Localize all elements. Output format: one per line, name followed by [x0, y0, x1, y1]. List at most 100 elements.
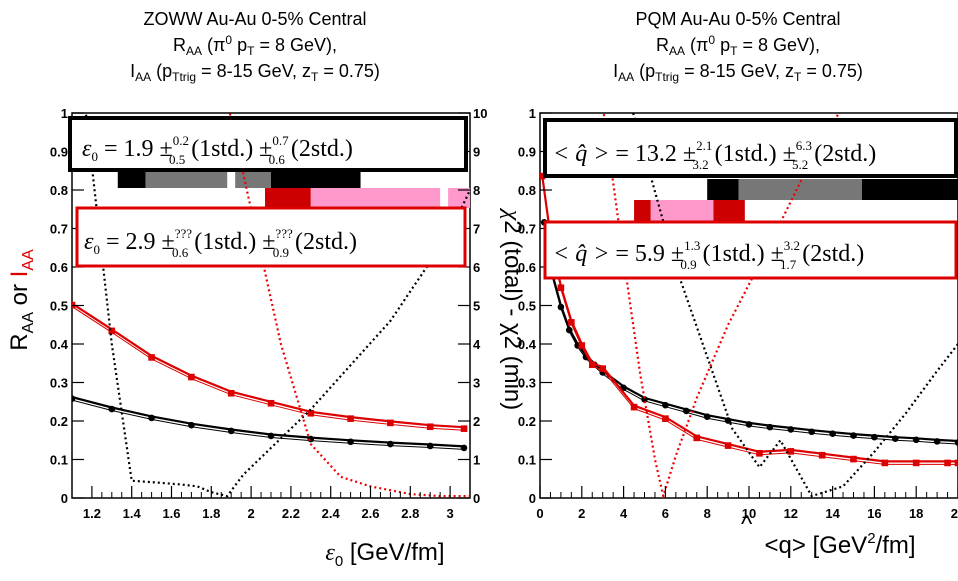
right-annotation-black-box: [543, 118, 958, 178]
left-plot: 1.2 1.4 1.6 1.8 2 2.2 2.4 2.6 2.8 3 0 0.1 0.2 0.3 0.4 0…: [50, 106, 488, 521]
y2-tick-label: 0: [473, 491, 480, 506]
data-point: [662, 415, 669, 422]
data-point: [426, 442, 434, 450]
data-point: [108, 327, 116, 335]
black-band-1: [145, 168, 228, 188]
x-tick-label: 2.6: [361, 506, 379, 521]
y2-tick-label: 4: [473, 337, 481, 352]
left-ylabel: RAA or IAA: [6, 249, 37, 351]
data-point: [756, 450, 763, 457]
x-tick-label: 4: [620, 506, 628, 521]
y-tick-label: 0: [529, 491, 536, 506]
right-title-line3: IAA (pTtrig = 8-15 GeV, zT = 0.75): [613, 61, 863, 84]
data-point: [912, 436, 920, 444]
data-point: [540, 172, 546, 180]
data-point: [766, 423, 774, 431]
x-tick-label: 2: [247, 506, 254, 521]
left-annotation-red-box: [75, 206, 467, 268]
x-tick-label: 20: [951, 506, 958, 521]
y-tick-label: 0.9: [518, 145, 536, 160]
right-annotation-black-text: < q̂ > = 13.2 ±2.1 3.2 (1std.) ±6.3 5.2 (2…: [553, 138, 876, 172]
data-point: [787, 448, 795, 455]
data-point: [703, 413, 711, 421]
x-tick-label: 1.4: [123, 506, 142, 521]
x-tick-label: 2.4: [322, 506, 341, 521]
data-point: [944, 459, 951, 467]
red-band-0: [265, 188, 311, 208]
data-point: [818, 451, 826, 459]
data-point: [307, 409, 315, 417]
data-point: [724, 442, 732, 449]
data-point: [227, 427, 235, 435]
y-tick-label: 0.9: [50, 145, 68, 160]
x-tick-label: 10: [742, 506, 756, 521]
left-title: ZOWW Au-Au 0-5% Central RAA (π0 pT = 8 G…: [130, 9, 380, 84]
red-band-2: [713, 200, 745, 221]
data-point: [307, 435, 315, 443]
data-point: [850, 455, 857, 463]
data-point: [588, 361, 596, 369]
black-band-0: [117, 168, 146, 188]
x-tick-label: 0: [536, 506, 543, 521]
left-annotation-black: ε0 = 1.9 ±0.2 0.5 (1std.) ±0.7 0.6 (2std.): [68, 116, 468, 172]
data-point: [693, 434, 701, 442]
left-title-line1: ZOWW Au-Au 0-5% Central: [143, 9, 366, 29]
data-point: [954, 439, 958, 446]
y-tick-label: 0.8: [518, 183, 536, 198]
data-point: [227, 389, 235, 397]
y2-tick-label: 5: [473, 299, 480, 314]
x-tick-label: 2.8: [401, 506, 419, 521]
data-point: [881, 459, 889, 467]
data-point: [557, 284, 565, 292]
data-point: [724, 417, 732, 424]
data-point: [599, 365, 606, 372]
right-title: PQM Au-Au 0-5% Central RAA (π0 pT = 8 Ge…: [613, 9, 863, 84]
red-band-0: [634, 200, 651, 221]
data-point: [108, 405, 116, 413]
y-tick-label: 0.1: [518, 453, 536, 468]
x-tick-label: 18: [909, 506, 923, 521]
left-annotation-black-text: ε0 = 1.9 ±0.2 0.5 (1std.) ±0.7 0.6 (2std.): [82, 133, 353, 167]
data-point: [933, 438, 941, 445]
data-point: [662, 401, 669, 409]
x-tick-label: 12: [784, 506, 798, 521]
data-point: [188, 373, 195, 381]
y-tick-label: 0: [61, 491, 68, 506]
y-tick-label: 0.6: [50, 260, 68, 275]
x-tick-label: 3: [446, 506, 453, 521]
y2-tick-label: 7: [473, 222, 480, 237]
data-point: [347, 438, 354, 446]
data-point: [892, 435, 899, 442]
y-tick-label: 0.3: [518, 376, 536, 391]
left-title-line3: IAA (pTtrig = 8-15 GeV, zT = 0.75): [130, 61, 380, 84]
y2-tick-label: 3: [473, 376, 480, 391]
y-tick-label: 0.5: [518, 299, 536, 314]
data-point: [426, 423, 434, 431]
black-band-3: [271, 168, 361, 188]
left-annotation-red: ε0 = 2.9 ±??? 0.6 (1std.) ±??? 0.9 (2std.): [75, 206, 467, 268]
y-tick-label: 1: [61, 106, 68, 121]
right-annotation-red: < q̂ > = 5.9 ±1.3 0.9 (1std.) ±3.2 1.7 (2s…: [543, 220, 958, 280]
data-point: [630, 403, 638, 411]
series-line-chi2-r-aa: [84, 113, 470, 498]
data-point: [267, 432, 275, 440]
left-annotation-black-box: [68, 116, 468, 172]
y2-tick-label: 9: [473, 145, 480, 160]
data-point: [387, 440, 394, 448]
chi2-ylabel: χ2 (total) - χ2 (min): [499, 208, 526, 411]
y-tick-label: 0.6: [518, 260, 536, 275]
data-point: [745, 421, 753, 428]
black-band-0: [707, 179, 739, 200]
right-xlabel-hat: ^: [741, 511, 753, 538]
y2-tick-label: 1: [473, 453, 480, 468]
y-tick-label: 0.4: [50, 337, 69, 352]
y-tick-label: 0.3: [50, 376, 68, 391]
right-title-line1: PQM Au-Au 0-5% Central: [635, 9, 840, 29]
data-point: [148, 414, 155, 422]
data-point: [148, 354, 155, 361]
data-point: [565, 326, 573, 334]
data-point: [829, 430, 836, 437]
data-point: [641, 396, 648, 403]
data-point: [850, 432, 857, 439]
